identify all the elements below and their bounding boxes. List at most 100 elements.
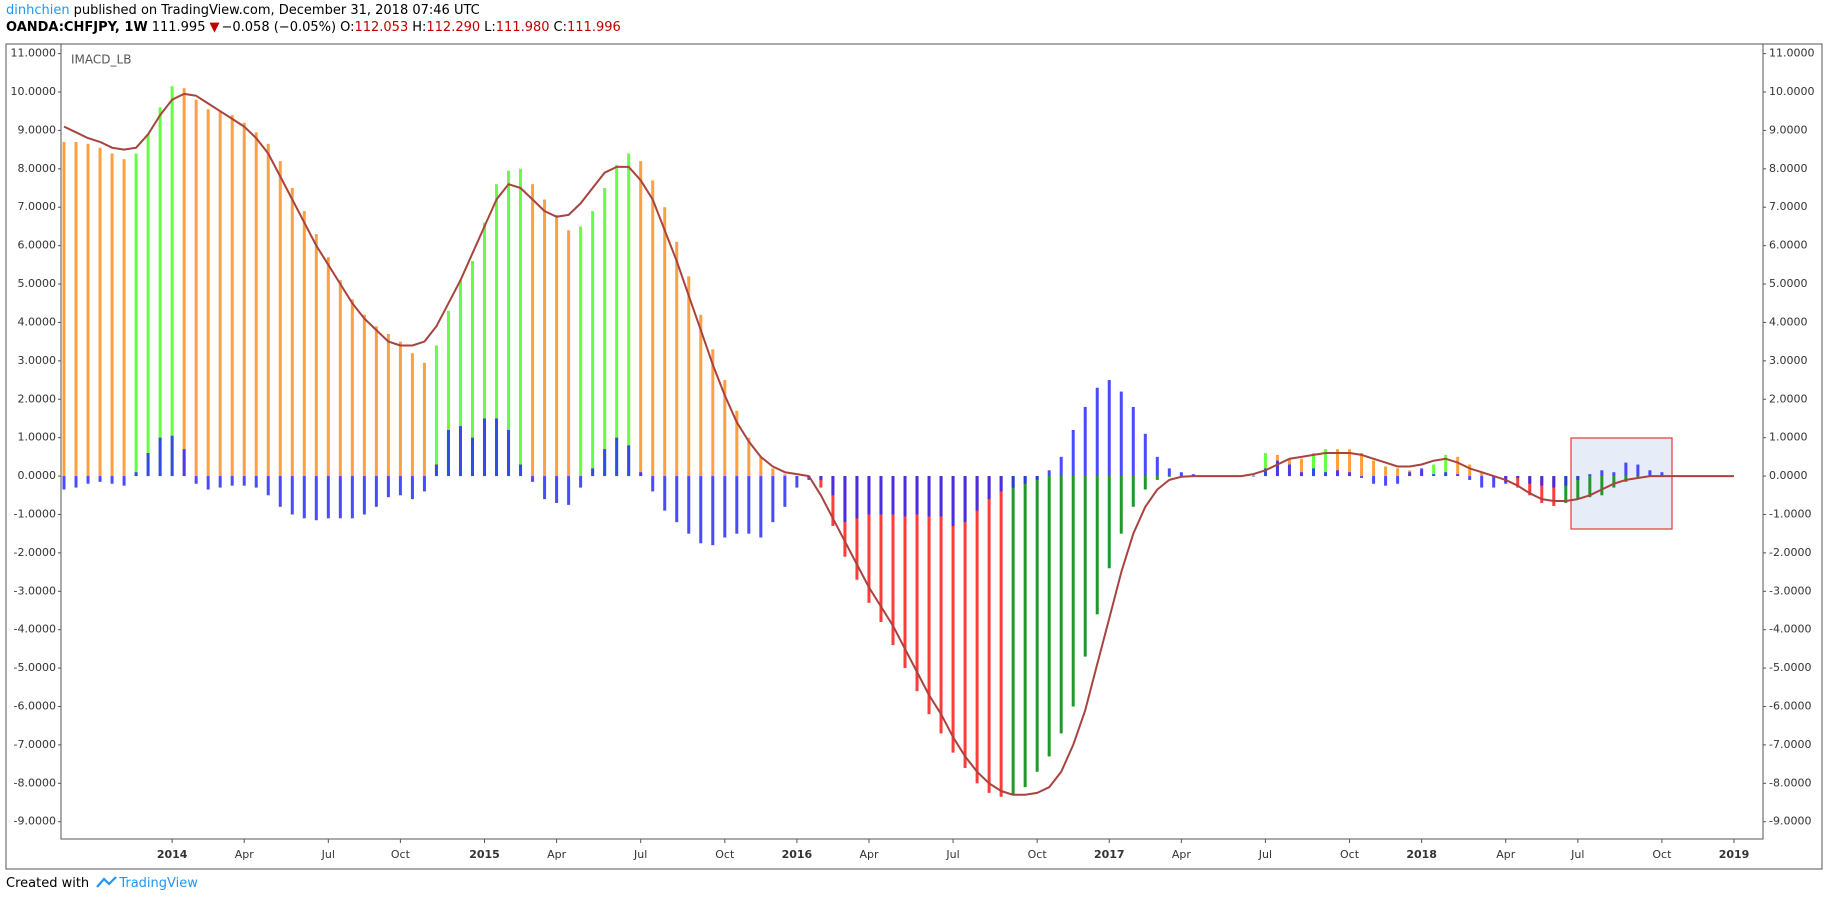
bar (879, 476, 883, 515)
y2-tick-label: 4.0000 (1769, 315, 1808, 328)
bar (963, 476, 967, 523)
bar (1035, 476, 1039, 480)
y-tick-label: -3.0000 (14, 584, 56, 597)
x-tick-label: Apr (1172, 848, 1192, 861)
x-tick-label: Jul (1570, 848, 1584, 861)
y2-tick-label: 9.0000 (1769, 123, 1808, 136)
bar (1131, 476, 1135, 507)
bar (218, 111, 222, 477)
author[interactable]: dinhchien (6, 3, 70, 18)
bar (843, 476, 847, 523)
bar (699, 476, 703, 544)
bar (446, 429, 450, 477)
bar (975, 476, 979, 511)
bar (1348, 472, 1352, 477)
bar (422, 476, 426, 492)
bar (747, 476, 751, 534)
bar (1612, 472, 1616, 477)
bar (483, 222, 487, 477)
x-tick-label: Jul (945, 848, 959, 861)
bar (1107, 476, 1111, 569)
bar (1119, 476, 1123, 534)
bar (1456, 474, 1460, 477)
bar (687, 476, 691, 534)
bar (1564, 476, 1568, 486)
bar (458, 280, 462, 477)
bar (1155, 456, 1159, 477)
bar (1119, 391, 1123, 477)
bar (1035, 476, 1039, 772)
bar (1011, 476, 1015, 488)
bar (771, 476, 775, 523)
bar (1047, 476, 1051, 757)
bar (1624, 462, 1628, 477)
bar (495, 184, 499, 477)
bar (314, 476, 318, 521)
bar (1600, 476, 1604, 496)
bar (951, 476, 955, 526)
bar (1251, 476, 1255, 477)
bar (362, 476, 366, 515)
bar (254, 476, 258, 488)
x-tick-label: 2014 (157, 848, 188, 861)
bar (1432, 474, 1436, 477)
bar (819, 476, 823, 480)
bar (74, 476, 78, 488)
bar (110, 476, 114, 484)
y-tick-label: -8.0000 (14, 776, 56, 789)
bar (987, 476, 991, 793)
bar (1468, 476, 1472, 480)
bar (1444, 454, 1448, 477)
bar (1311, 468, 1315, 477)
bar (1011, 476, 1015, 795)
panel-frame (5, 43, 1823, 870)
bar (338, 476, 342, 519)
bar (483, 418, 487, 477)
bar (1528, 476, 1532, 484)
bar (723, 380, 727, 477)
bar (795, 476, 799, 488)
bar (1588, 476, 1592, 498)
bar (771, 468, 775, 477)
highlight-box (1570, 437, 1673, 530)
bar (182, 88, 186, 477)
bar (735, 476, 739, 534)
bar (1360, 453, 1364, 477)
bar (326, 257, 330, 477)
bar (1336, 470, 1340, 477)
bar (98, 147, 102, 477)
bar (1480, 476, 1484, 488)
y2-tick-label: -4.0000 (1769, 623, 1811, 636)
y-tick-label: -1.0000 (14, 507, 56, 520)
bar (62, 141, 66, 477)
y2-tick-label: 10.0000 (1769, 85, 1815, 98)
bar (206, 476, 210, 490)
bar (1588, 474, 1592, 477)
bar (422, 362, 426, 477)
footer-brand[interactable]: TradingView (119, 876, 198, 891)
bar (110, 153, 114, 477)
y-tick-label: 4.0000 (18, 315, 57, 328)
bar (1167, 468, 1171, 477)
bar (555, 476, 559, 503)
bar (663, 476, 667, 511)
bar (1456, 456, 1460, 477)
bar (362, 314, 366, 477)
bar (146, 453, 150, 477)
bar (627, 153, 631, 477)
bar (519, 464, 523, 477)
bar (194, 476, 198, 484)
bar (1444, 472, 1448, 477)
bar (1384, 466, 1388, 477)
bar (927, 476, 931, 517)
bar (507, 170, 511, 477)
y2-tick-label: -6.0000 (1769, 700, 1811, 713)
y-tick-label: 5.0000 (18, 277, 57, 290)
y2-tick-label: 0.0000 (1769, 469, 1808, 482)
bar (711, 349, 715, 477)
price: 111.995 (151, 20, 206, 35)
bar (1648, 470, 1652, 477)
bar (1576, 476, 1580, 480)
y2-tick-label: 6.0000 (1769, 239, 1808, 252)
x-tick-label: 2019 (1719, 848, 1750, 861)
